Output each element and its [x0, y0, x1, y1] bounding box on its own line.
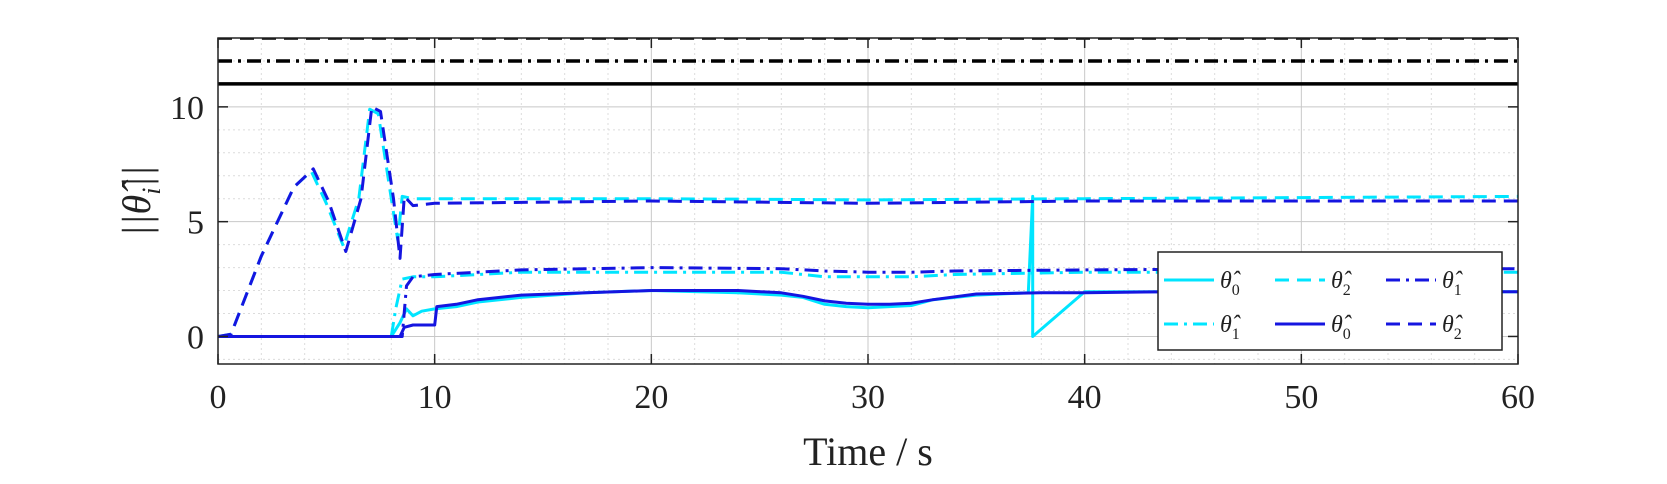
- series-line: [218, 105, 1518, 338]
- y-tick-label: 0: [187, 319, 204, 356]
- y-axis-title: ||θ̂i||: [114, 166, 166, 237]
- y-tick-label: 5: [187, 205, 204, 242]
- x-tick-label: 50: [1284, 379, 1318, 416]
- series-line: [218, 289, 1518, 338]
- x-tick-label: 20: [634, 379, 668, 416]
- x-tick-label: 0: [210, 379, 227, 416]
- series-line: [218, 266, 1518, 338]
- y-axis-title-text: ||θ̂i||: [114, 166, 166, 237]
- x-tick-label: 10: [418, 379, 452, 416]
- x-tick-label: 60: [1501, 379, 1535, 416]
- legend-box: [1157, 251, 1503, 351]
- series-layer: [218, 105, 1518, 338]
- x-tick-label: 40: [1068, 379, 1102, 416]
- reference-lines: [218, 38, 1518, 86]
- x-tick-label: 30: [851, 379, 885, 416]
- x-axis-ticks: 0 10 20 30 40 50 60: [210, 38, 1535, 416]
- y-tick-label: 10: [170, 90, 204, 127]
- x-axis-title: Time / s: [803, 429, 933, 474]
- legend: θ̂0θ̂1θ̂2θ̂0θ̂1θ̂2: [1157, 251, 1503, 351]
- y-axis-ticks: 0 5 10: [170, 90, 1518, 356]
